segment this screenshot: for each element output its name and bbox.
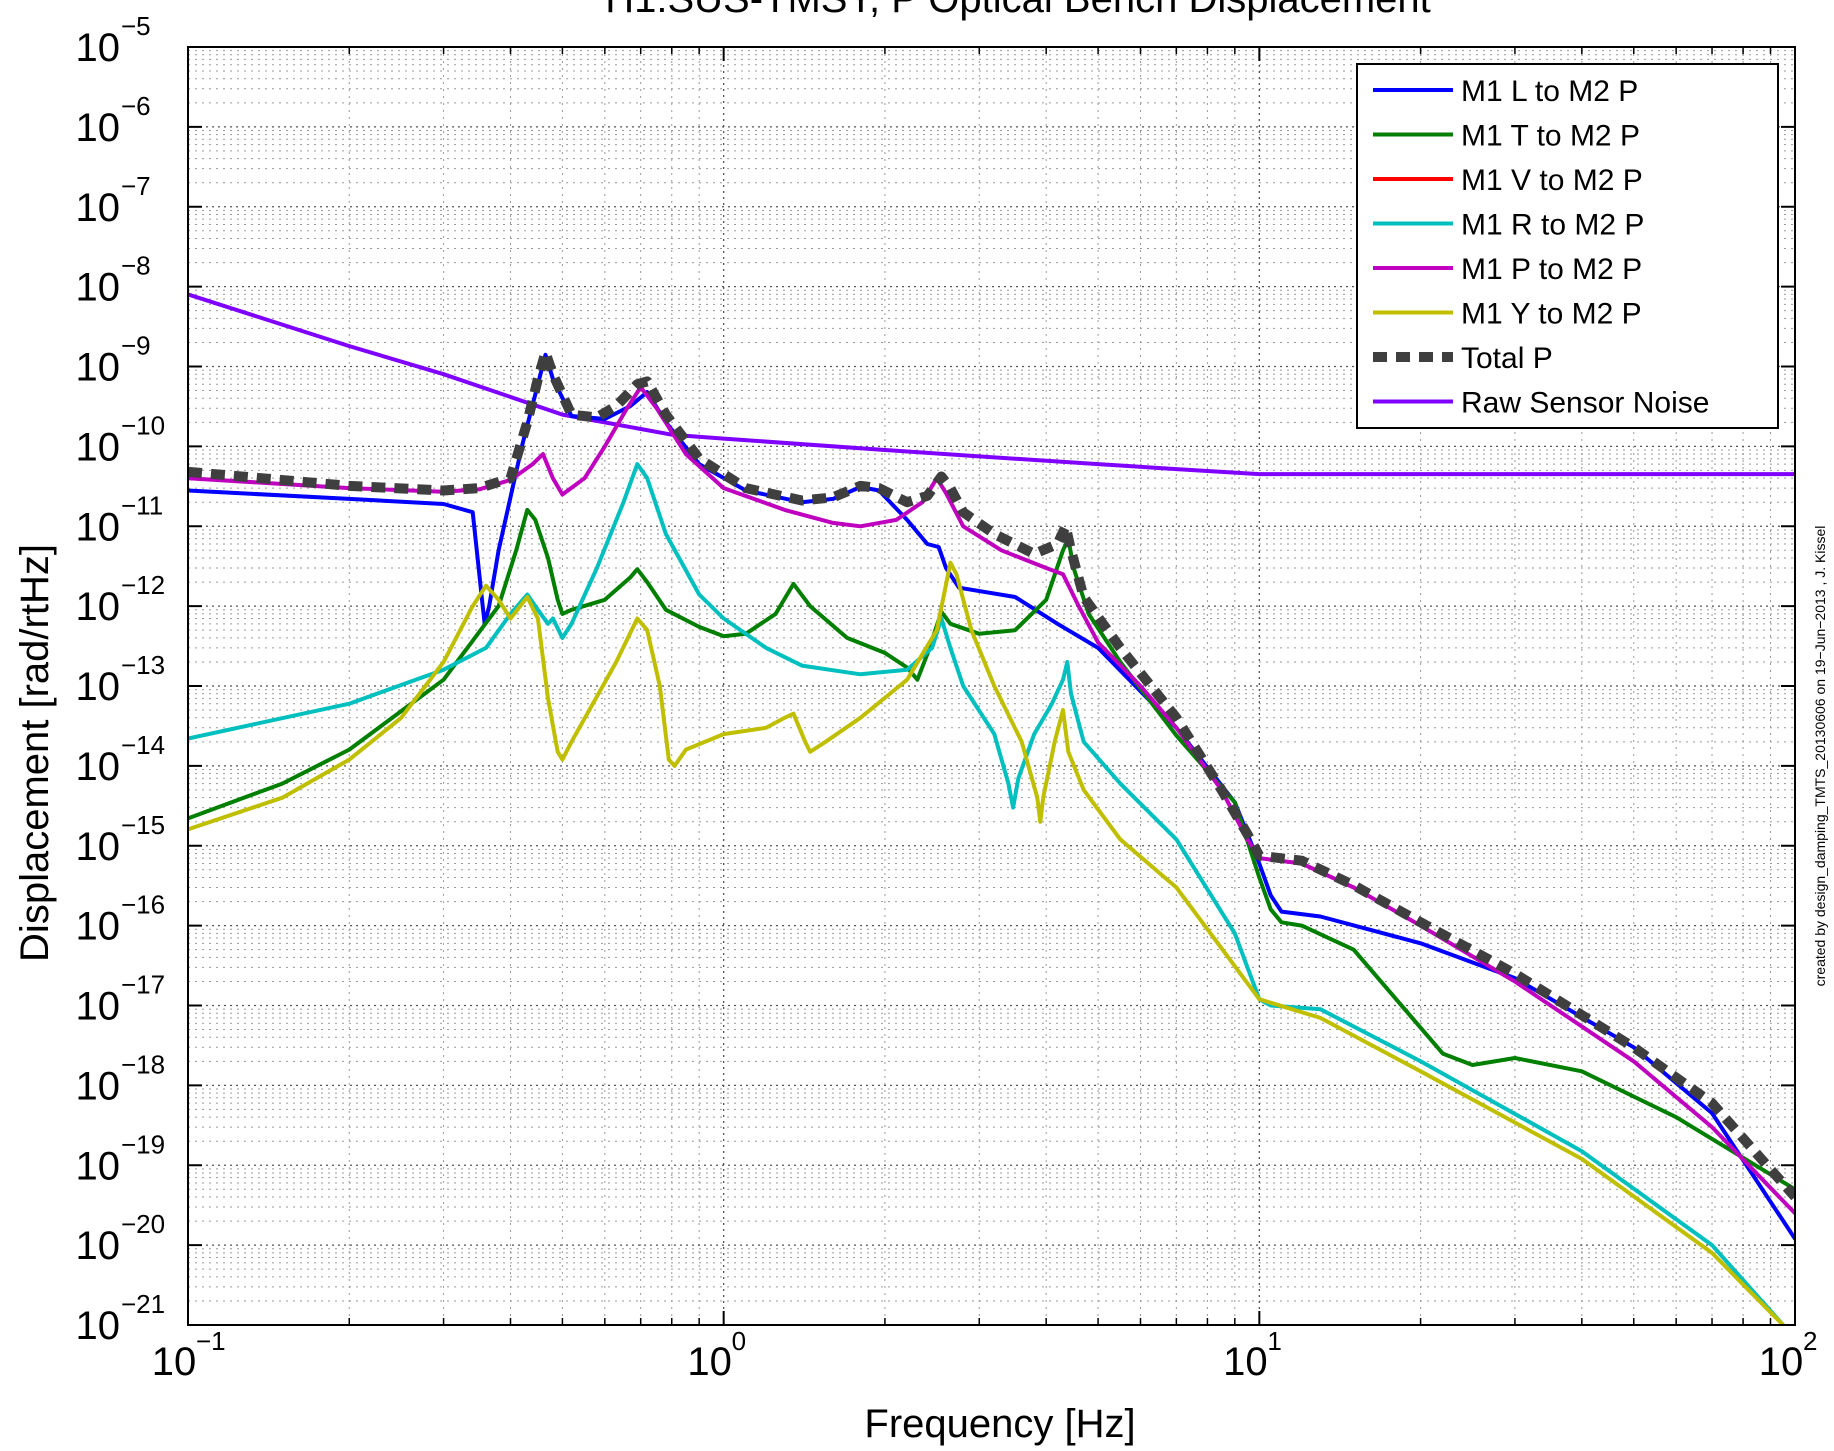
y-tick-exponent: −21: [121, 1289, 165, 1319]
legend-label: M1 R to M2 P: [1461, 209, 1644, 242]
series-line-m1-y-to-m2-p: [188, 560, 1786, 1325]
legend-label: M1 P to M2 P: [1461, 253, 1642, 286]
x-tick-base: 10: [687, 1340, 732, 1384]
x-tick-label: 10 1: [1223, 1326, 1282, 1384]
legend-entry: Total P: [1373, 342, 1553, 375]
y-tick-label: 10 −16: [76, 890, 166, 949]
legend-label: M1 V to M2 P: [1461, 164, 1643, 197]
y-tick-base: 10: [76, 905, 121, 949]
x-tick-exponent: −1: [196, 1326, 226, 1356]
y-tick-exponent: −14: [121, 730, 165, 760]
legend: M1 L to M2 P M1 T to M2 P M1 V to M2 P M1 R…: [1356, 63, 1779, 429]
y-tick-base: 10: [76, 665, 121, 709]
y-tick-base: 10: [76, 266, 121, 310]
y-tick-exponent: −19: [121, 1129, 165, 1159]
x-tick-label: 10 2: [1759, 1326, 1818, 1384]
x-tick-exponent: 2: [1803, 1326, 1817, 1356]
chart-title: H1:SUS-TMSY, P Optical Bench Displacemen…: [605, 0, 1431, 21]
y-tick-exponent: −17: [121, 970, 165, 1000]
y-tick-exponent: −13: [121, 650, 165, 680]
side-note: created by design_damping_TMTS_20130606 …: [1812, 526, 1828, 987]
series-group: [188, 292, 1795, 1325]
y-tick-exponent: −15: [121, 810, 165, 840]
legend-label: M1 L to M2 P: [1461, 75, 1638, 108]
y-tick-label: 10 −19: [76, 1129, 166, 1188]
legend-entry: M1 Y to M2 P: [1373, 298, 1642, 331]
y-tick-label: 10 −12: [76, 570, 166, 629]
minor-grid: [188, 47, 1795, 1325]
y-tick-label: 10 −11: [76, 490, 164, 549]
y-tick-exponent: −9: [121, 331, 151, 361]
axis-ticks: [187, 46, 1796, 1326]
x-tick-label: 10 0: [687, 1326, 746, 1384]
y-tick-base: 10: [76, 585, 121, 629]
y-tick-base: 10: [76, 505, 121, 549]
y-tick-label: 10 −18: [76, 1049, 166, 1108]
y-tick-label: 10 −17: [76, 970, 166, 1029]
y-tick-label: 10 −9: [76, 331, 151, 390]
legend-label: M1 Y to M2 P: [1461, 298, 1642, 331]
y-tick-label: 10 −21: [76, 1289, 166, 1348]
y-tick-label: 10 −8: [76, 251, 151, 310]
y-tick-label: 10 −20: [76, 1209, 166, 1268]
y-tick-base: 10: [76, 425, 121, 469]
y-tick-base: 10: [76, 825, 121, 869]
x-axis-label: Frequency [Hz]: [864, 1402, 1135, 1446]
x-tick-base: 10: [1223, 1340, 1268, 1384]
y-tick-base: 10: [76, 106, 121, 150]
legend-entry: M1 T to M2 P: [1373, 120, 1640, 153]
y-tick-exponent: −18: [121, 1049, 165, 1079]
y-tick-label: 10 −7: [76, 171, 151, 230]
y-tick-base: 10: [76, 1064, 121, 1108]
x-tick-base: 10: [1759, 1340, 1804, 1384]
y-tick-exponent: −11: [121, 490, 163, 520]
y-tick-label: 10 −5: [76, 11, 151, 70]
x-tick-label: 10 −1: [152, 1326, 226, 1384]
y-tick-exponent: −7: [121, 171, 151, 201]
y-axis-label: Displacement [rad/rtHz]: [13, 544, 57, 962]
legend-entry: M1 P to M2 P: [1373, 253, 1642, 286]
legend-entry: M1 L to M2 P: [1373, 75, 1638, 108]
legend-label: M1 T to M2 P: [1461, 120, 1640, 153]
x-tick-exponent: 1: [1267, 1326, 1281, 1356]
legend-box: [1356, 63, 1779, 429]
y-tick-exponent: −12: [121, 570, 165, 600]
legend-label: Total P: [1461, 342, 1553, 375]
y-tick-exponent: −5: [121, 11, 151, 41]
y-tick-base: 10: [76, 1224, 121, 1268]
y-tick-base: 10: [76, 1144, 121, 1188]
y-tick-exponent: −10: [121, 410, 165, 440]
y-tick-base: 10: [76, 1304, 121, 1348]
legend-entry: Raw Sensor Noise: [1373, 387, 1709, 420]
y-tick-label: 10 −14: [76, 730, 166, 789]
y-tick-base: 10: [76, 26, 121, 70]
x-tick-labels: 10 −1 10 0 10 1 10 2: [152, 1326, 1818, 1384]
y-tick-exponent: −8: [121, 251, 151, 281]
y-tick-exponent: −6: [121, 91, 151, 121]
legend-entry: M1 R to M2 P: [1373, 209, 1644, 242]
y-tick-label: 10 −15: [76, 810, 166, 869]
y-tick-label: 10 −6: [76, 91, 151, 150]
y-tick-base: 10: [76, 346, 121, 390]
y-tick-label: 10 −10: [76, 410, 166, 469]
series-line-raw-sensor-noise: [188, 292, 1795, 477]
x-tick-exponent: 0: [732, 1326, 746, 1356]
legend-label: Raw Sensor Noise: [1461, 387, 1709, 420]
y-tick-base: 10: [76, 985, 121, 1029]
y-tick-base: 10: [76, 745, 121, 789]
y-tick-exponent: −16: [121, 890, 165, 920]
y-tick-labels: 10−510−610−710−810−910−1010−1110−1210−13…: [76, 11, 166, 1348]
y-tick-exponent: −20: [121, 1209, 165, 1239]
y-tick-label: 10 −13: [76, 650, 166, 709]
y-tick-base: 10: [76, 186, 121, 230]
series-line-total-p: [188, 347, 1795, 1201]
legend-entry: M1 V to M2 P: [1373, 164, 1643, 197]
x-tick-base: 10: [152, 1340, 197, 1384]
